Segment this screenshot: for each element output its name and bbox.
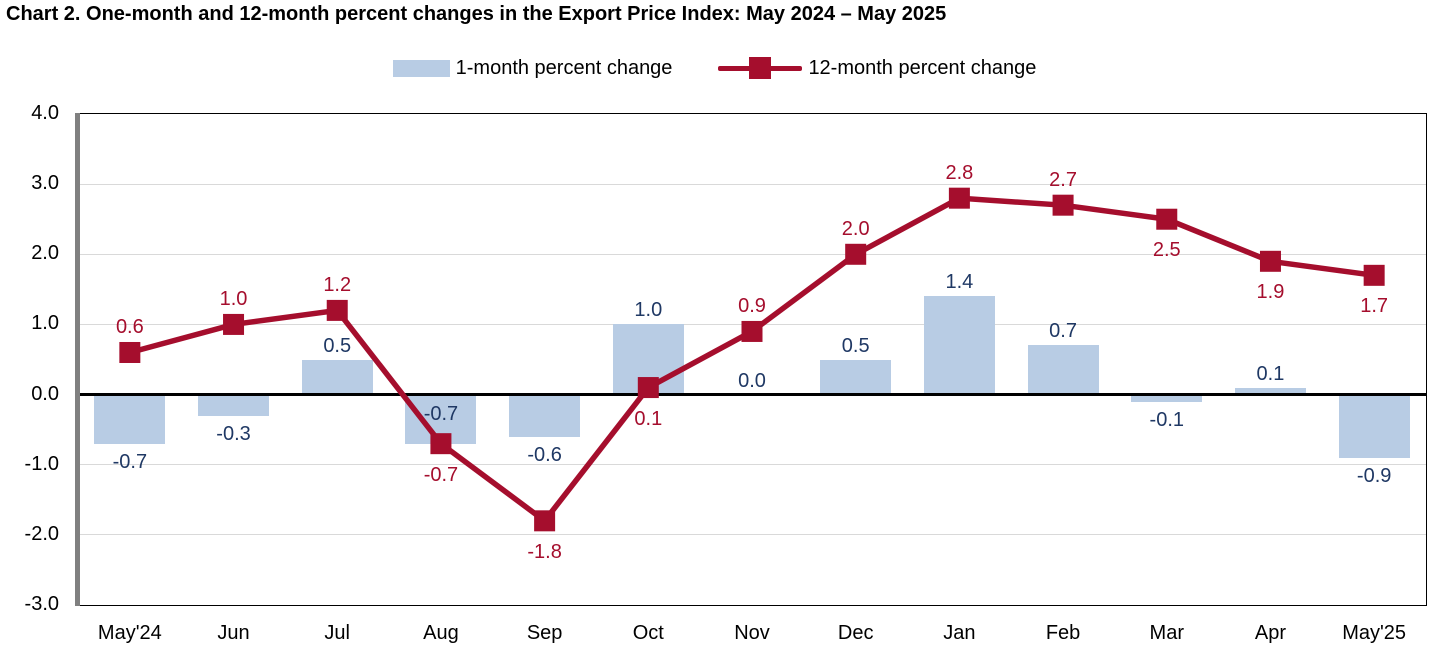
- bar-1-month-change: [509, 394, 581, 437]
- bar-value-label: 0.0: [738, 369, 766, 392]
- x-axis-category-label: Mar: [1149, 622, 1184, 644]
- y-axis-tick-label: 3.0: [31, 172, 59, 195]
- x-axis-category-label: Jun: [217, 622, 250, 644]
- legend-square-marker-icon: [749, 57, 772, 79]
- bar-value-label: 0.5: [841, 334, 870, 357]
- line-value-label: -1.8: [527, 540, 562, 563]
- x-axis-category-label: May'25: [1342, 622, 1407, 644]
- gridline: [78, 464, 1426, 466]
- bar-value-label: 0.7: [1049, 320, 1077, 343]
- legend-line-swatch: [718, 57, 803, 79]
- bar-value-label: 1.4: [945, 271, 974, 294]
- x-axis-category-label: May'24: [97, 622, 162, 644]
- y-axis-tick-label: -2.0: [24, 522, 59, 545]
- chart-title: Chart 2. One-month and 12-month percent …: [6, 3, 947, 25]
- y-axis-tick-label: 4.0: [31, 102, 59, 124]
- x-axis-category-label: Apr: [1254, 622, 1287, 644]
- y-axis-line: [75, 113, 80, 606]
- bar-value-label: -0.7: [423, 402, 459, 425]
- line-square-marker: [326, 299, 348, 321]
- gridline: [78, 323, 1426, 325]
- y-axis-tick-label: -3.0: [24, 593, 59, 615]
- line-value-label: 1.0: [219, 288, 248, 311]
- line-square-marker: [1156, 208, 1178, 230]
- bar-1-month-change: [612, 324, 684, 395]
- y-axis-tick-label: 2.0: [31, 242, 59, 265]
- legend-item-1-month: 1-month percent change: [392, 56, 673, 80]
- gridline: [78, 183, 1426, 185]
- line-square-marker: [534, 510, 556, 532]
- bar-1-month-change: [94, 394, 166, 444]
- line-value-label: 1.2: [323, 274, 352, 297]
- line-square-marker: [119, 341, 141, 363]
- bar-value-label: 1.0: [634, 299, 663, 322]
- bar-value-label: -0.9: [1356, 464, 1392, 487]
- legend-bar-swatch: [392, 59, 450, 77]
- x-axis-category-label: Nov: [734, 622, 770, 644]
- bar-value-label: 0.1: [1256, 362, 1285, 385]
- line-value-label: 1.9: [1256, 281, 1285, 304]
- line-12-month-change: [119, 187, 1385, 532]
- line-value-label: 0.1: [634, 407, 663, 430]
- x-axis-category-label: Feb: [1045, 622, 1081, 644]
- bar-value-label: -0.3: [216, 422, 251, 445]
- y-axis-tick-label: -1.0: [24, 452, 59, 475]
- bar-1-month-change: [301, 359, 373, 395]
- line-value-label: 1.7: [1360, 295, 1389, 318]
- zero-axis-line: [78, 393, 1426, 397]
- line-square-marker: [1052, 194, 1074, 216]
- line-value-label: -0.7: [423, 463, 459, 486]
- bar-value-label: 0.5: [323, 334, 352, 357]
- line-value-label: 0.9: [738, 295, 766, 318]
- x-axis-category-label: Aug: [423, 622, 459, 644]
- y-axis-tick-label: 1.0: [31, 312, 59, 335]
- line-value-label: 2.0: [841, 218, 870, 241]
- bar-1-month-change: [923, 296, 995, 395]
- legend-label-1-month: 1-month percent change: [455, 56, 673, 79]
- legend-item-12-month: 12-month percent change: [718, 57, 1036, 80]
- plot-area: 4.0 3.0 2.0 1.0 0.0 -1.0 -2.0 -3.0 May'24 Jun Jul A…: [25, 102, 1427, 644]
- line-square-marker: [948, 187, 970, 209]
- bar-value-label: -0.7: [112, 450, 148, 473]
- bar-value-label: -0.6: [527, 443, 562, 466]
- bar-1-month-change: [198, 394, 270, 416]
- legend: 1-month percent change 12-month percent …: [0, 54, 1429, 82]
- x-axis-category-label: Jul: [324, 622, 350, 644]
- line-value-label: 2.7: [1049, 169, 1077, 192]
- bar-1-month-change: [1027, 345, 1099, 395]
- bar-1-month-change: [820, 359, 892, 395]
- x-axis-category-label: Jan: [943, 622, 976, 644]
- line-value-label: 0.6: [115, 316, 144, 339]
- gridline: [78, 534, 1426, 536]
- y-axis-tick-label: 0.0: [31, 382, 59, 405]
- line-value-label: 2.8: [945, 162, 974, 185]
- legend-label-12-month: 12-month percent change: [808, 56, 1037, 79]
- line-value-label: 2.5: [1152, 239, 1181, 262]
- x-axis-category-label: Sep: [526, 622, 563, 644]
- x-axis-category-label: Dec: [837, 622, 874, 644]
- bar-value-label: -0.1: [1149, 408, 1184, 431]
- line-square-marker: [1363, 264, 1385, 286]
- bar-1-month-change: [1338, 394, 1410, 458]
- x-axis-category-label: Oct: [632, 622, 664, 644]
- gridline: [78, 253, 1426, 255]
